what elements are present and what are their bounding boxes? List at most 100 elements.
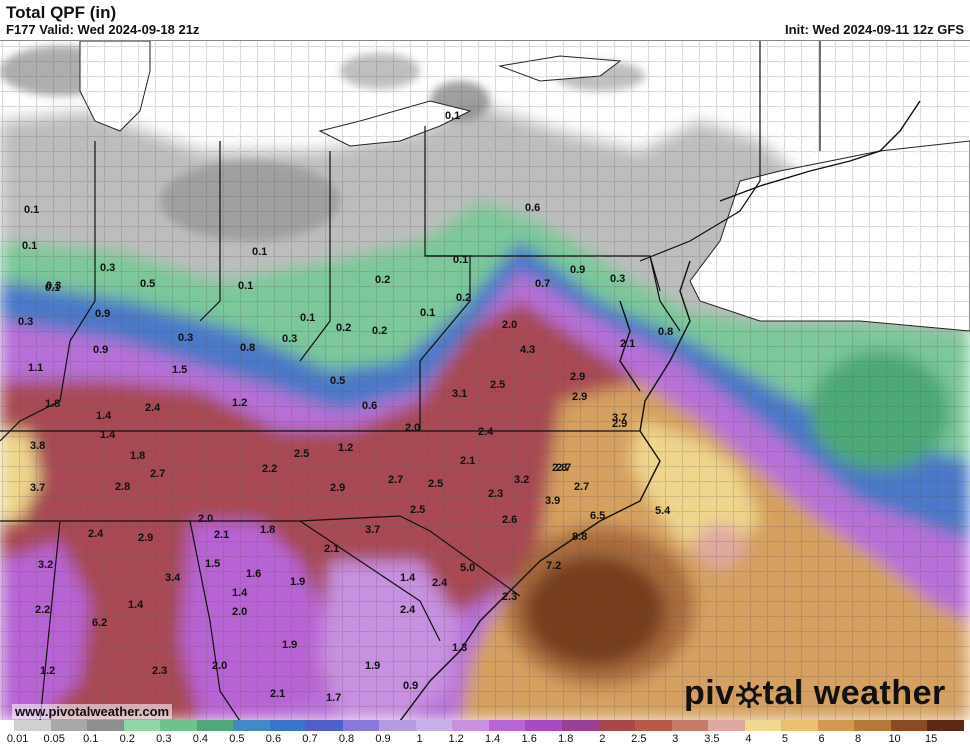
map-value-label: 2.1 bbox=[214, 529, 229, 541]
legend-swatch bbox=[561, 720, 599, 731]
map-value-label: 2.9 bbox=[570, 371, 585, 383]
legend-swatch bbox=[233, 720, 270, 731]
brand-wind-icon bbox=[735, 681, 762, 708]
map-value-label: 2.3 bbox=[152, 665, 167, 677]
map-value-label: 3.7 bbox=[365, 524, 380, 536]
legend-swatch bbox=[123, 720, 161, 731]
state-line bbox=[39, 520, 61, 721]
map-value-label: 2.7 bbox=[556, 462, 571, 474]
precipitation-map[interactable]: 0.1 0.1 0.1 0.6 0.1 0.9 0.3 0.1 0.7 0.3 0.2 0.1 0.2 0… bbox=[0, 40, 970, 721]
legend-swatch bbox=[488, 720, 526, 731]
map-value-label: 0.5 bbox=[330, 375, 345, 387]
legend-tick-label: 2.5 bbox=[631, 733, 647, 745]
map-value-label: 2.0 bbox=[198, 513, 213, 525]
legend-swatch bbox=[744, 720, 782, 731]
map-value-label: 2.7 bbox=[574, 481, 589, 493]
state-line bbox=[189, 520, 241, 721]
map-value-label: 5.0 bbox=[460, 562, 475, 574]
state-line bbox=[199, 141, 221, 322]
legend-swatch bbox=[87, 720, 124, 731]
state-line bbox=[639, 180, 761, 262]
map-value-label: 1.9 bbox=[365, 660, 380, 672]
map-value-label: 2.5 bbox=[410, 504, 425, 516]
legend-tick-label: 0.5 bbox=[229, 733, 245, 745]
map-value-label: 2.3 bbox=[488, 488, 503, 500]
legend-swatch bbox=[598, 720, 636, 731]
map-value-label: 1.9 bbox=[290, 576, 305, 588]
map-value-label: 1.1 bbox=[28, 362, 43, 374]
value-labels: 0.10.10.10.60.10.90.30.10.7 0.30.20.10.20… bbox=[18, 110, 673, 704]
legend-swatch bbox=[635, 720, 672, 731]
map-value-label: 0.3 bbox=[46, 280, 61, 292]
header-bar: Total QPF (in) F177 Valid: Wed 2024-09-1… bbox=[0, 0, 970, 40]
map-value-label: 1.2 bbox=[232, 397, 247, 409]
county-grid bbox=[0, 41, 970, 721]
legend-tick-label: 0.3 bbox=[156, 733, 172, 745]
map-value-label: 0.8 bbox=[240, 342, 255, 354]
state-boundaries bbox=[0, 41, 821, 721]
map-value-label: 2.1 bbox=[324, 543, 339, 555]
state-line bbox=[419, 126, 471, 431]
color-legend: 0.01 0.05 0.1 0.2 0.3 0.4 0.5 0.6 0.7 0.8 0.9 1 1.2 1… bbox=[0, 720, 970, 750]
legend-tick-label: 0.8 bbox=[338, 733, 355, 745]
map-value-label: 1.7 bbox=[326, 692, 341, 704]
map-value-label: 2.0 bbox=[232, 606, 247, 618]
map-value-label: 1.9 bbox=[282, 639, 297, 651]
map-value-label: 3.7 bbox=[612, 412, 627, 424]
map-value-label: 2.9 bbox=[612, 418, 627, 430]
map-value-label: 0.1 bbox=[453, 254, 468, 266]
map-value-label: 7.2 bbox=[546, 560, 561, 572]
map-value-label: 0.9 bbox=[93, 344, 108, 356]
legend-tick-label: 1.8 bbox=[558, 733, 574, 745]
map-value-label: 2.2 bbox=[35, 604, 50, 616]
legend-swatch bbox=[854, 720, 891, 731]
legend-tick-label: 6 bbox=[818, 733, 825, 745]
legend-tick-label: 0.1 bbox=[83, 733, 99, 745]
map-value-label: 0.1 bbox=[22, 240, 37, 252]
map-value-label: 6.5 bbox=[590, 510, 605, 522]
map-value-label: 0.1 bbox=[252, 246, 267, 258]
legend-tick-label: 4 bbox=[745, 733, 752, 745]
map-value-label: 2.4 bbox=[88, 528, 104, 540]
map-value-label: 2.5 bbox=[428, 478, 443, 490]
map-value-label: 2.6 bbox=[502, 514, 517, 526]
legend-tick-label: 2 bbox=[599, 733, 606, 745]
map-value-label: 0.6 bbox=[362, 400, 377, 412]
map-value-label: 3.2 bbox=[38, 559, 53, 571]
map-value-label: 4.3 bbox=[520, 344, 535, 356]
map-value-label: 3.2 bbox=[514, 474, 529, 486]
map-value-label: 0.1 bbox=[445, 110, 460, 122]
map-value-label: 2.8 bbox=[552, 462, 567, 474]
map-value-label: 1.4 bbox=[96, 410, 112, 422]
legend-tick-label: 0.7 bbox=[302, 733, 318, 745]
map-value-label: 3.7 bbox=[30, 482, 45, 494]
legend-swatch bbox=[452, 720, 489, 731]
source-url[interactable]: www.pivotalweather.com bbox=[12, 704, 173, 719]
map-value-label: 2.5 bbox=[490, 379, 505, 391]
map-value-label: 0.9 bbox=[403, 680, 418, 692]
map-value-label: 2.0 bbox=[212, 660, 227, 672]
map-value-label: 2.2 bbox=[262, 463, 277, 475]
map-value-label: 2.0 bbox=[405, 422, 420, 434]
coastline bbox=[399, 100, 921, 721]
map-value-label: 2.7 bbox=[150, 468, 165, 480]
chesapeake-bay bbox=[619, 300, 641, 392]
map-value-label: 2.4 bbox=[145, 402, 161, 414]
map-value-label: 2.1 bbox=[270, 688, 285, 700]
legend-swatch bbox=[342, 720, 380, 731]
map-value-label: 2.1 bbox=[620, 338, 635, 350]
legend-tick-label: 0.6 bbox=[265, 733, 282, 745]
map-value-label: 0.8 bbox=[658, 326, 673, 338]
map-value-label: 1.4 bbox=[128, 599, 144, 611]
legend-tick-label: 0.05 bbox=[43, 733, 65, 745]
coast-line bbox=[399, 260, 691, 721]
state-line bbox=[299, 520, 441, 642]
legend-swatch bbox=[525, 720, 562, 731]
map-value-label: 1.2 bbox=[338, 442, 353, 454]
valid-time: F177 Valid: Wed 2024-09-18 21z bbox=[6, 22, 200, 37]
map-value-label: 2.5 bbox=[294, 448, 309, 460]
legend-tick-label: 0.2 bbox=[119, 733, 135, 745]
map-value-label: 1.8 bbox=[260, 524, 275, 536]
map-value-label: 2.9 bbox=[330, 482, 345, 494]
